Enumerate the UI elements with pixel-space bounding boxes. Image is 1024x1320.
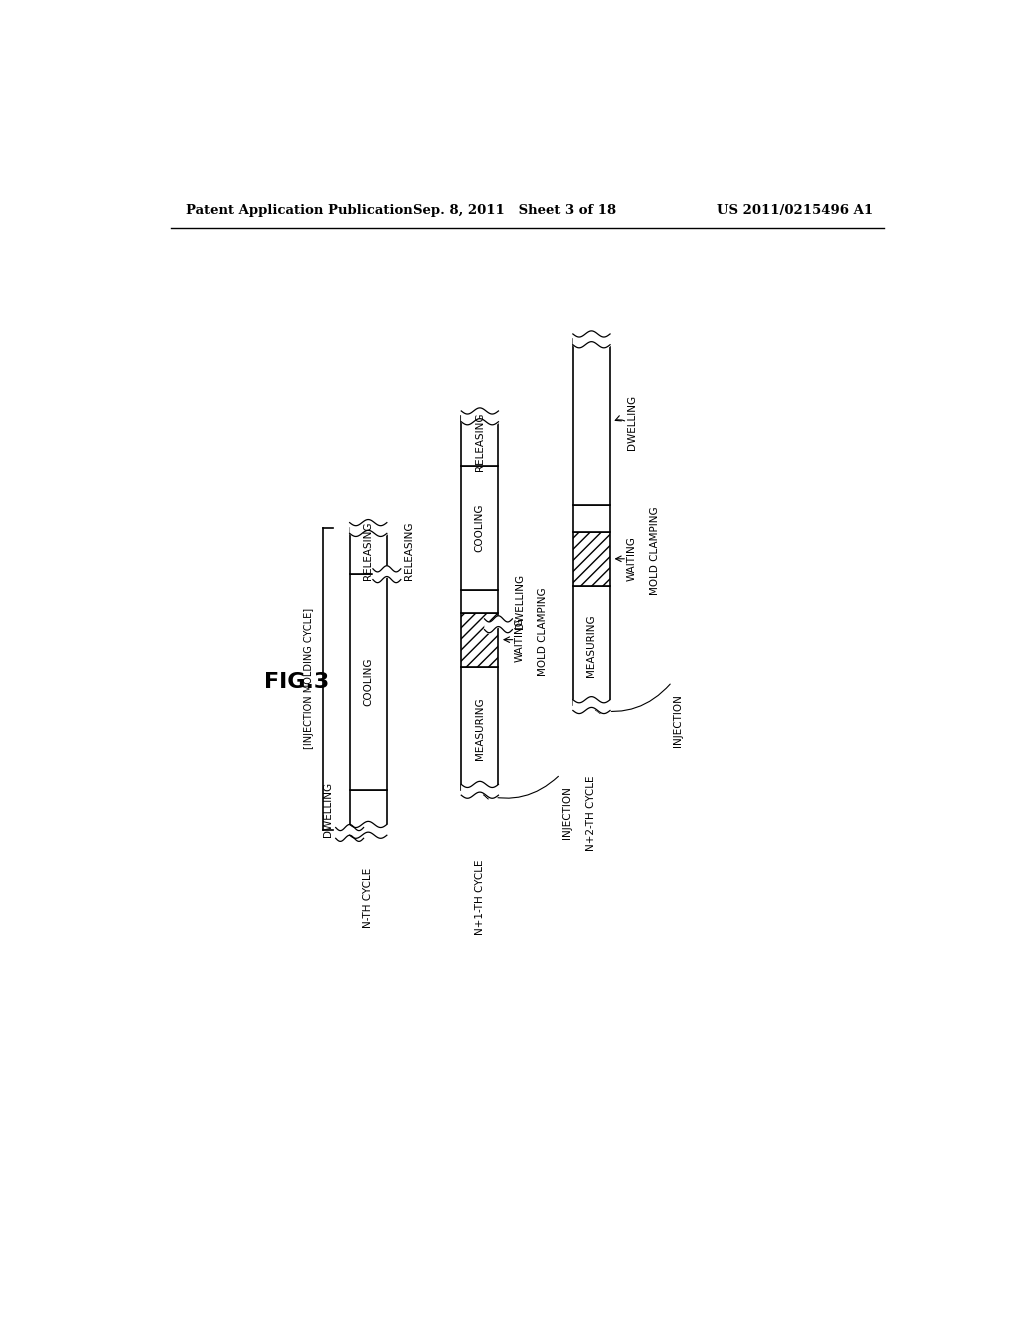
- Bar: [461, 416, 499, 466]
- Bar: [572, 532, 610, 586]
- Text: DWELLING: DWELLING: [515, 574, 525, 628]
- Bar: [572, 586, 610, 705]
- Text: Sep. 8, 2011   Sheet 3 of 18: Sep. 8, 2011 Sheet 3 of 18: [414, 205, 616, 218]
- Text: FIG.3: FIG.3: [263, 672, 329, 692]
- Bar: [572, 506, 610, 532]
- Bar: [461, 667, 499, 789]
- Text: MOLD CLAMPING: MOLD CLAMPING: [539, 587, 549, 676]
- Bar: [461, 466, 499, 590]
- Text: COOLING: COOLING: [364, 657, 374, 706]
- Bar: [349, 528, 387, 574]
- Bar: [349, 789, 387, 830]
- Text: MEASURING: MEASURING: [475, 697, 484, 759]
- Text: INJECTION: INJECTION: [561, 787, 571, 840]
- Text: MEASURING: MEASURING: [587, 614, 596, 677]
- Text: RELEASING: RELEASING: [475, 412, 484, 471]
- Text: N-TH CYCLE: N-TH CYCLE: [364, 867, 374, 928]
- Text: N+2-TH CYCLE: N+2-TH CYCLE: [587, 775, 596, 850]
- Text: US 2011/0215496 A1: US 2011/0215496 A1: [717, 205, 873, 218]
- Text: RELEASING: RELEASING: [403, 521, 414, 581]
- Text: RELEASING: RELEASING: [364, 521, 374, 581]
- Bar: [461, 590, 499, 612]
- Bar: [572, 339, 610, 506]
- Text: WAITING: WAITING: [515, 618, 525, 663]
- Text: MOLD CLAMPING: MOLD CLAMPING: [650, 507, 660, 595]
- Text: N+1-TH CYCLE: N+1-TH CYCLE: [475, 859, 484, 936]
- Text: Patent Application Publication: Patent Application Publication: [186, 205, 413, 218]
- Text: WAITING: WAITING: [627, 536, 637, 581]
- Text: INJECTION: INJECTION: [673, 694, 683, 747]
- Bar: [461, 612, 499, 667]
- Text: [INJECTION MOLDING CYCLE]: [INJECTION MOLDING CYCLE]: [304, 609, 314, 750]
- Text: DWELLING: DWELLING: [323, 783, 333, 837]
- Text: COOLING: COOLING: [475, 504, 484, 552]
- Text: DWELLING: DWELLING: [627, 395, 637, 450]
- Bar: [349, 574, 387, 789]
